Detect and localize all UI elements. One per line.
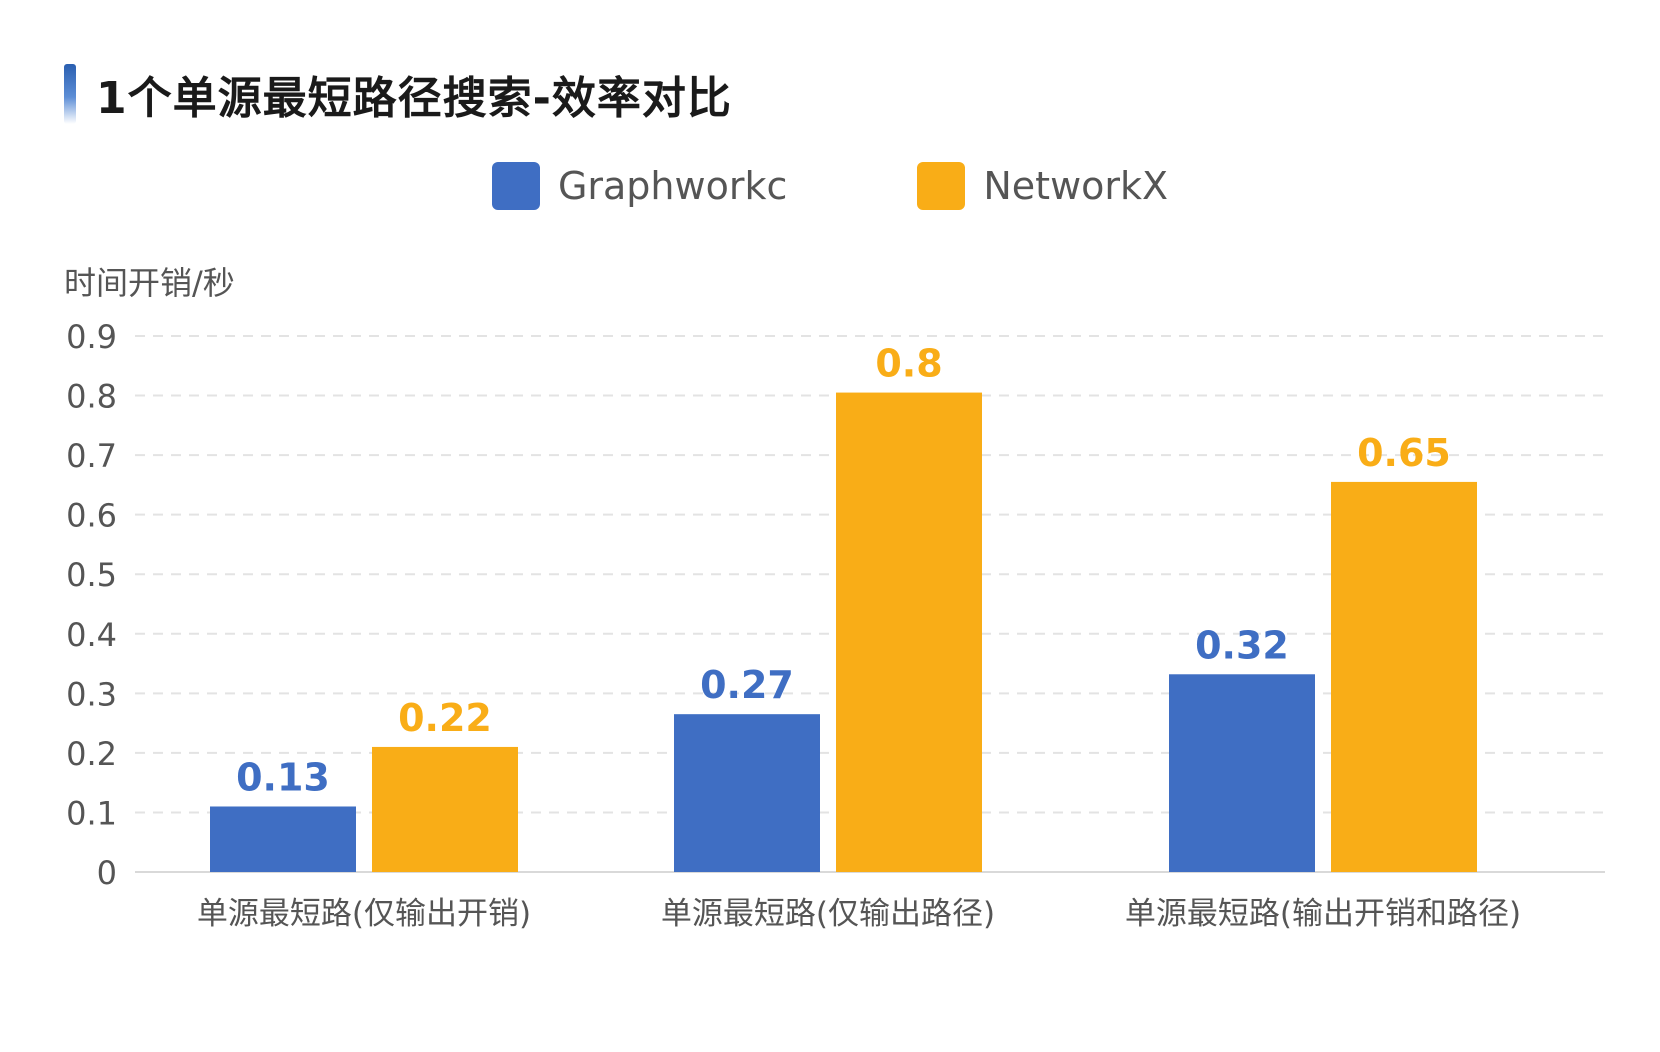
bar-networkx-1 xyxy=(836,392,982,872)
legend-item-networkx: NetworkX xyxy=(917,162,1168,210)
y-tick-label: 0.6 xyxy=(66,497,117,535)
y-axis-label: 时间开销/秒 xyxy=(64,264,235,302)
legend-swatch-networkx xyxy=(917,162,966,210)
y-tick-label: 0.9 xyxy=(66,318,117,356)
legend-label-networkx: NetworkX xyxy=(983,164,1169,208)
legend: Graphworkc NetworkX xyxy=(0,162,1660,210)
y-tick-label: 0.3 xyxy=(66,675,117,713)
y-tick-label: 0.5 xyxy=(66,556,117,594)
bar-networkx-0 xyxy=(372,746,518,872)
x-tick-label-0: 单源最短路(仅输出开销) xyxy=(197,896,531,932)
legend-swatch-graphworkc xyxy=(491,162,540,210)
bar-networkx-2 xyxy=(1331,481,1477,872)
x-tick-label-1: 单源最短路(仅输出路径) xyxy=(661,896,995,932)
bar-graphworkc-2 xyxy=(1169,674,1315,872)
bar-graphworkc-1 xyxy=(674,714,820,872)
data-label-graphworkc-1: 0.27 xyxy=(700,663,794,707)
chart-title-group: 1个单源最短路径搜索-效率对比 xyxy=(64,62,732,126)
y-tick-label: 0.7 xyxy=(66,437,117,475)
y-tick-label: 0.1 xyxy=(66,794,117,832)
chart-title: 1个单源最短路径搜索-效率对比 xyxy=(96,73,732,124)
y-tick-label: 0.2 xyxy=(66,735,117,773)
legend-item-graphworkc: Graphworkc xyxy=(491,162,788,210)
y-tick-label: 0 xyxy=(97,854,117,892)
data-label-networkx-1: 0.8 xyxy=(875,342,942,386)
x-tick-label-2: 单源最短路(输出开销和路径) xyxy=(1125,896,1521,932)
data-label-networkx-2: 0.65 xyxy=(1357,431,1451,475)
bar-graphworkc-0 xyxy=(210,806,356,872)
title-accent-bar xyxy=(64,64,76,124)
y-tick-label: 0.4 xyxy=(66,616,117,654)
legend-label-graphworkc: Graphworkc xyxy=(557,164,788,208)
y-tick-label: 0.8 xyxy=(66,378,117,416)
data-label-graphworkc-0: 0.13 xyxy=(236,755,330,799)
data-label-graphworkc-2: 0.32 xyxy=(1195,623,1289,667)
data-label-networkx-0: 0.22 xyxy=(398,696,492,740)
